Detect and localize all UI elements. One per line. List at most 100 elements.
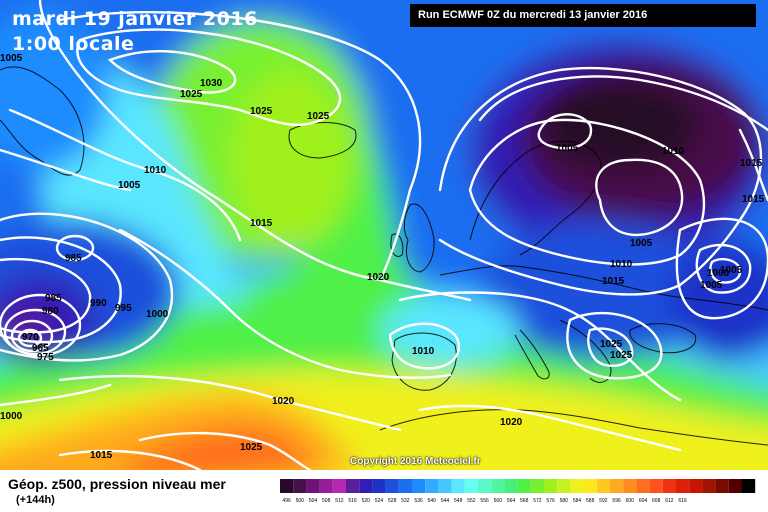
legend-tick-label: 508 (322, 498, 331, 504)
isobar-label: 1005 (720, 265, 743, 276)
shade-ridge-core (230, 70, 350, 250)
legend-swatch (742, 479, 756, 493)
legend-swatch (570, 479, 584, 493)
geopotential-shading (0, 0, 768, 470)
legend-swatch (504, 479, 518, 493)
isobar-label: 1015 (740, 158, 763, 169)
isobar-label: 1015 (90, 450, 113, 461)
legend-tick-label: 520 (362, 498, 371, 504)
legend-tick-label: 552 (467, 498, 476, 504)
isobar-980-low (3, 308, 67, 356)
isobar-970-low (17, 328, 43, 348)
legend-tick-label: 536 (414, 498, 423, 504)
isobar-label: 1015 (602, 276, 625, 287)
isobar-1020-europe (398, 291, 682, 402)
isobar-label: 985 (45, 293, 62, 304)
isobar-1015-scan (438, 66, 763, 296)
isobar-1005-scan (595, 158, 684, 237)
isobar-label: 1005 (0, 53, 23, 64)
isobar-label: 1020 (272, 396, 295, 407)
isobar-labels: 1030 1025 1025 1025 1010 1005 1015 1020 … (0, 53, 765, 461)
legend-swatch (676, 479, 690, 493)
legend-tick-label: 524 (375, 498, 384, 504)
legend-tick-label: 592 (599, 498, 608, 504)
legend-swatch (649, 479, 663, 493)
isobar-1000-far-east (709, 258, 742, 284)
isobar-label: 980 (42, 306, 59, 317)
coast-europe (439, 265, 768, 311)
legend-tick-label: 576 (546, 498, 555, 504)
legend-swatch (702, 479, 716, 493)
isobar-label: 975 (37, 352, 54, 363)
coast-iberia (391, 332, 457, 391)
legend-swatch (610, 479, 624, 493)
coast-greenland (0, 66, 85, 176)
isobar-label: 1025 (250, 106, 273, 117)
coast-italy (514, 329, 550, 380)
legend-tick-label: 512 (335, 498, 344, 504)
isobar-995-low (0, 236, 122, 344)
legend-swatch (623, 479, 637, 493)
color-scale-legend: 496 500 504 508 512 516 520 524 528 532 536 540 544 5… (280, 479, 756, 504)
legend-swatch (412, 479, 426, 493)
legend-tick-label: 540 (428, 498, 437, 504)
forecast-lead-time: (+144h) (16, 494, 55, 506)
legend-swatch (689, 479, 703, 493)
isobar-label: 1005 (556, 143, 579, 154)
isobar-label: 1025 (307, 111, 330, 122)
legend-swatch (398, 479, 412, 493)
isobar-1005-far-east (695, 243, 752, 294)
legend-footer: Géop. z500, pression niveau mer (+144h) … (0, 470, 768, 512)
legend-swatch (372, 479, 386, 493)
isobars (0, 0, 768, 470)
legend-tick-label: 568 (520, 498, 529, 504)
isobar-label: 990 (90, 298, 107, 309)
isobar-1030 (107, 50, 237, 94)
legend-tick-label: 504 (309, 498, 318, 504)
copyright-notice: Copyright 2016 Meteociel.fr (350, 456, 481, 467)
isobar-label: 1000 (146, 309, 169, 320)
isobar-1020-africa (418, 404, 682, 452)
isobar-975-low (10, 319, 54, 353)
legend-tick-label: 556 (480, 498, 489, 504)
legend-tick-label: 600 (626, 498, 635, 504)
legend-tick-label: 500 (296, 498, 305, 504)
isobar-1005-west (0, 148, 132, 192)
isobar-1025-south (138, 431, 312, 470)
legend-swatch (306, 479, 320, 493)
legend-swatch (491, 479, 505, 493)
legend-tick-label: 604 (639, 498, 648, 504)
isobar-1025-balkan (587, 327, 634, 367)
legend-swatch (530, 479, 544, 493)
isobar-label: 1015 (250, 218, 273, 229)
isobar-label: 1025 (180, 89, 203, 100)
run-info-banner: Run ECMWF 0Z du mercredi 13 janvier 2016 (410, 4, 756, 27)
legend-tick-label: 580 (560, 498, 569, 504)
isobar-1000-low (0, 212, 173, 362)
isobar-1010-scan (468, 118, 706, 266)
isobar-label: 995 (115, 303, 132, 314)
legend-tick-label: 596 (612, 498, 621, 504)
isobar-label: 1015 (742, 194, 765, 205)
coast-uk (403, 203, 435, 273)
isobar-label: 1025 (240, 442, 263, 453)
legend-tick-label: 532 (401, 498, 410, 504)
forecast-date-title: mardi 19 janvier 2016 (12, 8, 258, 30)
isobar-1025-balkan-outer (566, 312, 663, 380)
isobar-label: 1010 (412, 346, 435, 357)
coast-iceland (288, 122, 357, 159)
forecast-time-title: 1:00 locale (12, 33, 135, 55)
isobar-label: 1005 (118, 180, 141, 191)
legend-swatch (544, 479, 558, 493)
isobar-label: 985 (65, 253, 82, 264)
isobar-1005-east (537, 113, 593, 150)
isobar-label: 1000 (0, 411, 23, 422)
legend-swatch (662, 479, 676, 493)
legend-swatch (451, 479, 465, 493)
isobar-1025-north (76, 28, 342, 127)
legend-tick-label: 496 (282, 498, 291, 504)
coastlines (0, 66, 768, 446)
isobar-label: 970 (22, 332, 39, 343)
legend-tick-label: 516 (348, 498, 357, 504)
